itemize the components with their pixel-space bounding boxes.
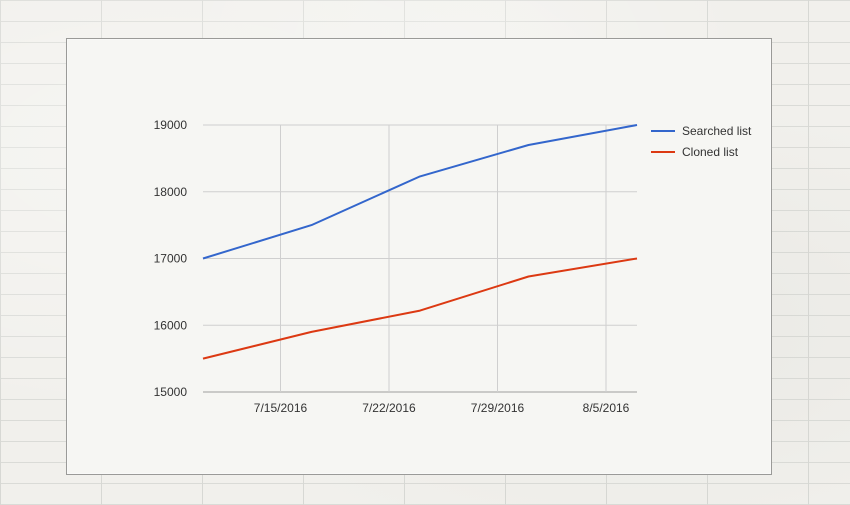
series-lines xyxy=(202,124,638,360)
x-tick-label: 7/22/2016 xyxy=(362,401,416,415)
x-tick-label: 8/5/2016 xyxy=(583,401,630,415)
series-line-2 xyxy=(202,257,638,360)
axis-labels: 15000 16000 17000 18000 19000 7/15/2016 7/22/2… xyxy=(154,118,630,415)
y-tick-label: 19000 xyxy=(154,118,188,132)
legend-label: Cloned list xyxy=(682,145,739,159)
line-chart: 15000 16000 17000 18000 19000 7/15/2016 7/22/2… xyxy=(154,118,752,415)
y-tick-label: 17000 xyxy=(154,252,188,266)
legend: Searched list Cloned list xyxy=(651,124,752,159)
x-tick-label: 7/15/2016 xyxy=(254,401,308,415)
y-tick-label: 15000 xyxy=(154,385,188,399)
legend-label: Searched list xyxy=(682,124,752,138)
gridlines xyxy=(203,124,637,393)
y-tick-label: 16000 xyxy=(154,318,188,332)
y-tick-label: 18000 xyxy=(154,185,188,199)
x-tick-label: 7/29/2016 xyxy=(471,401,525,415)
chart-panel: 15000 16000 17000 18000 19000 7/15/2016 7/22/2… xyxy=(66,38,772,475)
